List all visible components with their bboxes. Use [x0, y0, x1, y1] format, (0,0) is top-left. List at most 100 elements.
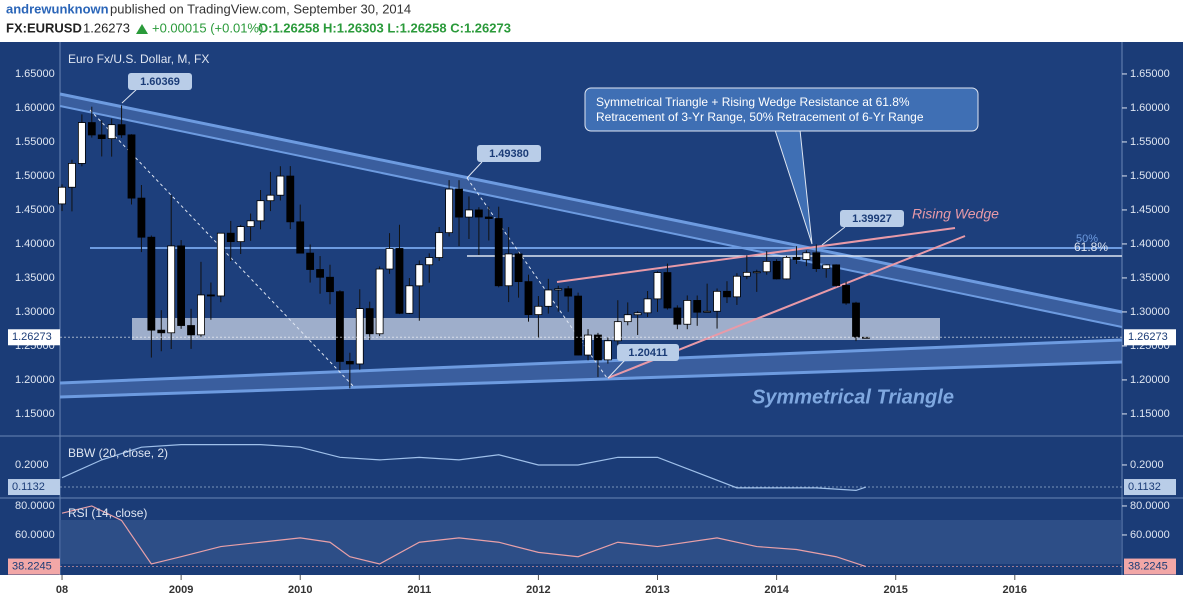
fib-label: 61.8% [1074, 240, 1108, 254]
candle-body [127, 134, 136, 199]
candle-body [405, 285, 414, 314]
candle-body [713, 290, 721, 312]
candle-body [117, 124, 126, 136]
support-zone [132, 318, 940, 340]
stem [466, 161, 483, 179]
candle-body [187, 325, 195, 336]
candle-body [633, 312, 642, 316]
candle-body [534, 305, 543, 315]
y-tick-label: 1.60000 [1130, 102, 1170, 114]
annotation: 1.20411 [628, 347, 667, 359]
candle-body [752, 271, 761, 274]
price: 1.26273 [83, 20, 130, 35]
y-tick-label: 1.40000 [1130, 238, 1170, 250]
y-tick-label: 1.50000 [15, 170, 55, 182]
candle-body [365, 308, 374, 335]
y-tick-label: 1.15000 [1130, 408, 1170, 420]
candle-body [693, 300, 702, 313]
candle-body [842, 285, 850, 304]
dashed-line [466, 177, 608, 379]
candle-body [316, 269, 324, 278]
y-tick-label: 1.40000 [15, 238, 55, 250]
candle-body [385, 248, 394, 270]
x-tick-label: 2014 [764, 584, 789, 596]
last-box [1124, 558, 1176, 575]
y-tick-label: 1.35000 [15, 272, 55, 284]
candle-body [742, 271, 751, 277]
annotation: 1.39927 [852, 213, 892, 225]
annotation: 1.60369 [140, 76, 180, 88]
y-tick-label: 1.15000 [15, 408, 55, 420]
candle-body [395, 248, 404, 314]
candle-body [266, 194, 275, 202]
candle-body [197, 294, 205, 336]
candle-body [733, 275, 741, 298]
x-tick-label: 2011 [407, 584, 431, 596]
candle-body [584, 334, 592, 356]
y-tick-label: 1.30000 [1130, 306, 1170, 318]
x-tick-label: 2012 [526, 584, 550, 596]
candle-body [157, 329, 166, 334]
desc-channel [60, 94, 1122, 327]
indicator-title: RSI (14, close) [68, 506, 147, 520]
candle-body [226, 232, 235, 243]
y-tick-label: 1.45000 [15, 204, 55, 216]
last-box [1124, 329, 1176, 346]
candle-body [306, 252, 315, 270]
candle-body [822, 264, 831, 270]
candle-body [455, 188, 463, 218]
candle-body [415, 264, 424, 287]
candle-body [723, 290, 731, 298]
candle-body [276, 175, 285, 196]
author: andrewunknown [6, 1, 109, 16]
x-tick-label: 2013 [645, 584, 669, 596]
y-tick-label: 60.0000 [1130, 529, 1170, 541]
marks: 1.150001.150001.200001.200001.250001.250… [8, 68, 1176, 596]
rsi-band [60, 520, 1122, 564]
candle-body [435, 232, 444, 258]
stem [607, 359, 626, 379]
callout-box [584, 87, 979, 132]
candle-body [216, 232, 225, 297]
candle-body [445, 188, 453, 234]
last-label: 0.1132 [12, 481, 45, 493]
y-tick-label: 1.60000 [15, 102, 55, 114]
candle-body [375, 268, 384, 335]
last-label: 1.26273 [12, 331, 52, 343]
y-tick-label: 80.0000 [1130, 500, 1170, 512]
x-tick-label: 2010 [288, 584, 312, 596]
candle-body [524, 281, 533, 315]
change: +0.00015 (+0.01%) [152, 20, 263, 35]
candle-body [812, 252, 821, 270]
candle-body [643, 298, 652, 314]
candle-body [326, 276, 334, 293]
candle-body [772, 261, 781, 280]
wedge-line [556, 227, 956, 283]
candle-body [802, 252, 811, 260]
trendline [59, 105, 1123, 328]
candle-body [97, 134, 106, 140]
x-tick-label: 2009 [169, 584, 193, 596]
candle-body [336, 291, 344, 362]
callout-text: Retracement of 3-Yr Range, 50% Retraceme… [596, 110, 924, 124]
y-tick-label: 1.55000 [15, 136, 55, 148]
candle-body [206, 294, 215, 297]
fib-label: 50% [1076, 233, 1098, 245]
candle-body [77, 122, 86, 164]
trendline [59, 92, 1123, 314]
candle-body [852, 302, 860, 338]
candle-body [68, 163, 76, 188]
candle-body [683, 300, 692, 325]
indicator-line [61, 505, 867, 568]
y-tick-label: 1.45000 [1130, 204, 1170, 216]
y-tick-label: 1.20000 [15, 374, 55, 386]
candle-body [574, 295, 583, 356]
candle-body [107, 124, 116, 140]
y-tick-label: 1.50000 [1130, 170, 1170, 182]
trendline [59, 338, 1123, 385]
indicator-title: BBW (20, close, 2) [68, 446, 168, 460]
last-box [8, 479, 60, 496]
triangle-label: Symmetrical Triangle [752, 386, 954, 408]
label-box [128, 73, 192, 90]
candle-body [465, 209, 473, 218]
